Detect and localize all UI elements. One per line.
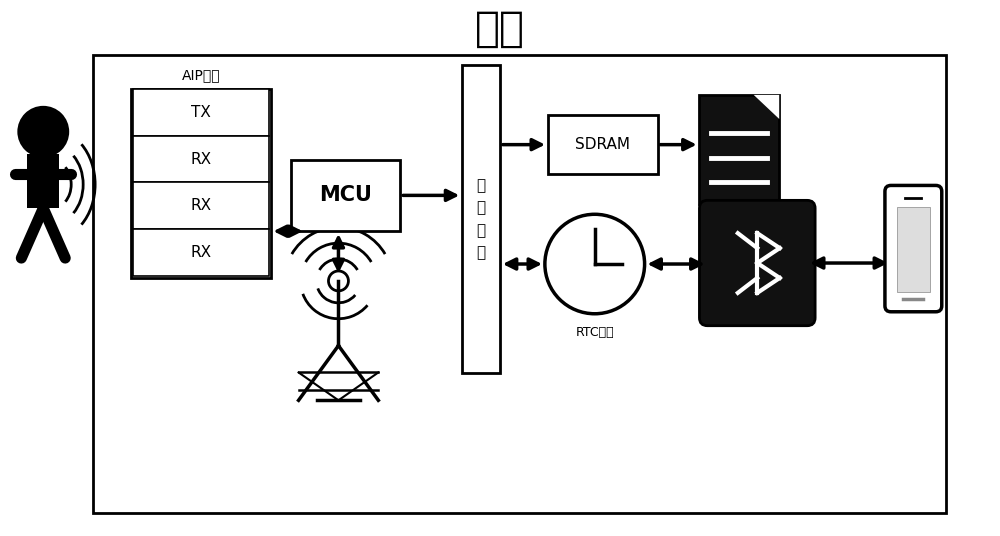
FancyBboxPatch shape xyxy=(885,185,942,312)
Polygon shape xyxy=(754,95,779,119)
FancyBboxPatch shape xyxy=(462,65,500,374)
FancyBboxPatch shape xyxy=(133,136,269,182)
Text: SDRAM: SDRAM xyxy=(575,137,630,152)
FancyBboxPatch shape xyxy=(131,89,271,278)
Text: RX: RX xyxy=(190,152,211,167)
Text: RX: RX xyxy=(190,198,211,213)
FancyBboxPatch shape xyxy=(93,55,946,513)
FancyBboxPatch shape xyxy=(291,160,400,231)
FancyBboxPatch shape xyxy=(897,207,930,292)
FancyBboxPatch shape xyxy=(27,154,59,209)
Text: RTC时钟: RTC时钟 xyxy=(575,326,614,339)
FancyBboxPatch shape xyxy=(699,95,779,204)
Circle shape xyxy=(328,271,348,291)
FancyBboxPatch shape xyxy=(133,89,269,136)
Text: 数
据
总
线: 数 据 总 线 xyxy=(476,178,486,260)
Circle shape xyxy=(545,214,645,314)
Text: TX: TX xyxy=(191,105,211,120)
Text: AIP天线: AIP天线 xyxy=(182,68,220,82)
FancyBboxPatch shape xyxy=(699,200,815,326)
FancyBboxPatch shape xyxy=(133,229,269,276)
Text: RX: RX xyxy=(190,245,211,260)
Text: 板卡: 板卡 xyxy=(475,8,525,50)
Circle shape xyxy=(17,106,69,158)
FancyBboxPatch shape xyxy=(133,182,269,229)
Text: MCU: MCU xyxy=(319,185,372,205)
FancyBboxPatch shape xyxy=(548,115,658,175)
